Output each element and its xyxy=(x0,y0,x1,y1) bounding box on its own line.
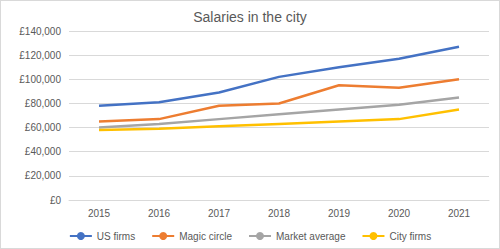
svg-text:£40,000: £40,000 xyxy=(25,146,62,157)
svg-text:2018: 2018 xyxy=(268,208,291,219)
svg-text:£100,000: £100,000 xyxy=(19,74,61,85)
svg-text:2021: 2021 xyxy=(448,208,471,219)
svg-text:Market average: Market average xyxy=(276,231,346,242)
svg-text:2015: 2015 xyxy=(88,208,111,219)
svg-text:2020: 2020 xyxy=(388,208,411,219)
svg-text:2019: 2019 xyxy=(328,208,351,219)
svg-text:£80,000: £80,000 xyxy=(25,98,62,109)
svg-text:City firms: City firms xyxy=(389,231,431,242)
svg-text:2016: 2016 xyxy=(148,208,171,219)
svg-text:Salaries in the city: Salaries in the city xyxy=(193,9,307,25)
svg-text:2017: 2017 xyxy=(208,208,231,219)
svg-text:£60,000: £60,000 xyxy=(25,122,62,133)
svg-text:£120,000: £120,000 xyxy=(19,50,61,61)
svg-text:£140,000: £140,000 xyxy=(19,26,61,37)
svg-text:Magic circle: Magic circle xyxy=(179,231,232,242)
svg-text:£0: £0 xyxy=(50,195,62,206)
svg-text:£20,000: £20,000 xyxy=(25,170,62,181)
svg-text:US firms: US firms xyxy=(97,231,135,242)
